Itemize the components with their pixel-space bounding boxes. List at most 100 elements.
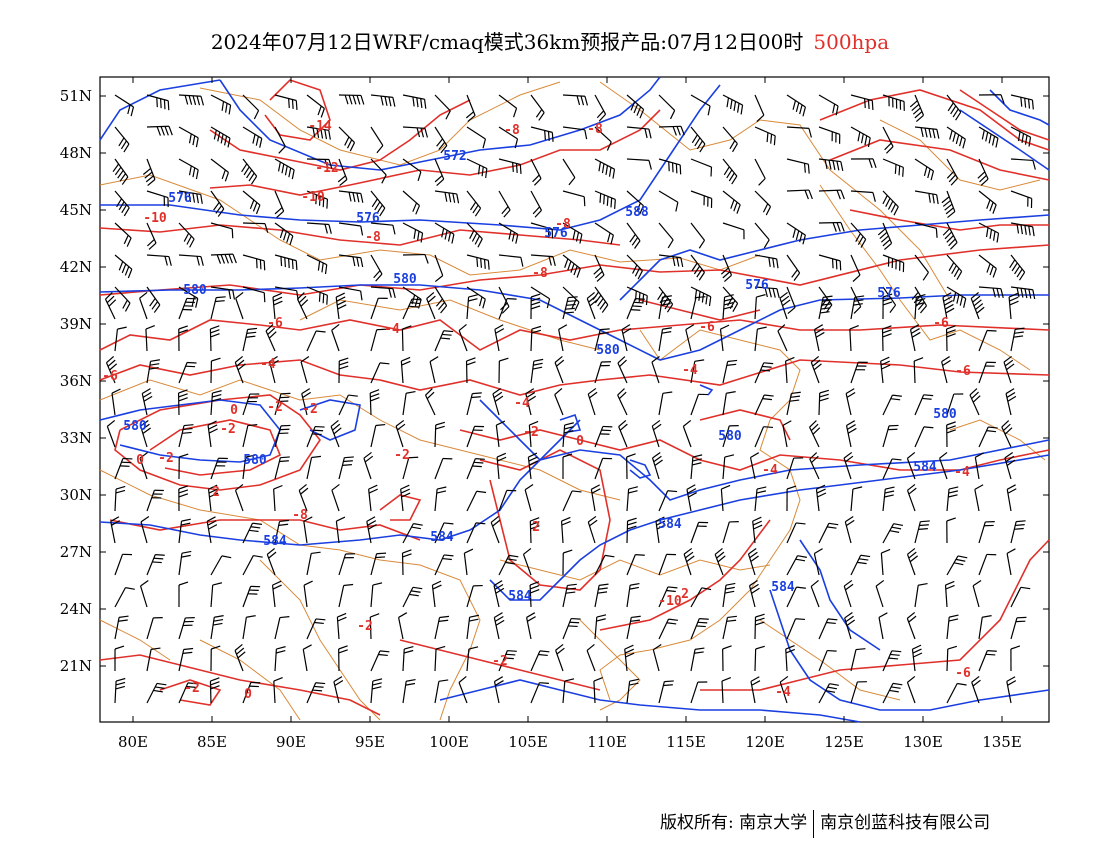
wind-barb xyxy=(978,94,1005,104)
wind-barb xyxy=(754,126,776,146)
height-label: 584 xyxy=(263,534,287,549)
wind-barb xyxy=(752,516,763,544)
wind-barb xyxy=(114,553,133,576)
wind-barb xyxy=(530,190,543,218)
height-contour xyxy=(959,109,1050,171)
wind-barb xyxy=(331,483,340,512)
wind-barb xyxy=(754,158,766,186)
wind-barb xyxy=(1010,222,1035,237)
wind-barb xyxy=(530,254,556,266)
wind-barb xyxy=(242,222,269,233)
lon-tick-label: 100E xyxy=(429,733,469,751)
border-line xyxy=(99,469,481,721)
wind-barb xyxy=(786,485,797,512)
height-label: 576 xyxy=(745,278,769,293)
wind-barb xyxy=(779,291,791,320)
wind-barb xyxy=(754,286,780,299)
wind-barb xyxy=(110,516,121,544)
temperature-contour xyxy=(829,139,1050,181)
wind-barb xyxy=(1010,190,1033,208)
temperature-label: -8 xyxy=(555,217,571,232)
wind-barb xyxy=(140,419,151,448)
wind-barb xyxy=(335,292,347,320)
wind-barb xyxy=(978,329,997,352)
wind-barb xyxy=(978,650,997,672)
wind-barb xyxy=(303,516,313,544)
wind-barb xyxy=(786,457,804,480)
wind-barb xyxy=(942,222,958,250)
temperature-contour xyxy=(99,359,1050,396)
wind-barb xyxy=(402,645,414,672)
height-label: 576 xyxy=(544,226,568,241)
wind-barb xyxy=(338,645,348,672)
temperature-label: 0 xyxy=(230,403,238,418)
wind-barb xyxy=(466,584,483,608)
wind-barb xyxy=(306,682,326,704)
wind-barbs xyxy=(104,94,1036,704)
wind-barb xyxy=(786,222,806,245)
wind-barb xyxy=(850,158,877,169)
wind-barb xyxy=(493,612,505,640)
wind-barb xyxy=(306,618,326,640)
temperature-contour xyxy=(99,654,381,716)
height-contour xyxy=(489,454,1050,601)
height-contour xyxy=(619,214,1050,301)
title-main: 2024年07月12日WRF/cmaq模式36km预报产品:07月12日00时 xyxy=(210,30,804,54)
temperature-contour xyxy=(379,494,422,521)
wind-barb xyxy=(946,254,963,280)
wind-barb xyxy=(306,551,321,576)
wind-barb xyxy=(946,682,967,704)
wind-barb xyxy=(786,94,806,117)
wind-barb xyxy=(370,126,384,154)
height-label: 584 xyxy=(913,460,937,475)
wind-barb xyxy=(849,325,859,352)
contour-labels: 572 576 576 576 580 580 580 580 580 580 580 584 584 5… xyxy=(102,119,971,702)
wind-barb xyxy=(626,486,638,512)
wind-barb xyxy=(690,647,705,672)
lon-tick-label: 120E xyxy=(745,733,785,751)
wind-barb xyxy=(400,356,411,384)
wind-barb xyxy=(210,222,234,239)
wind-barb xyxy=(626,554,645,576)
wind-barb xyxy=(658,94,676,120)
wind-barb xyxy=(337,158,348,187)
wind-barb xyxy=(210,190,225,217)
wind-barb xyxy=(658,586,678,608)
wind-barb xyxy=(434,330,454,352)
wind-barb xyxy=(370,222,396,235)
map-title: 2024年07月12日WRF/cmaq模式36km预报产品:07月12日00时 5… xyxy=(0,26,1100,55)
wind-barb xyxy=(618,419,628,448)
wind-barb xyxy=(466,392,482,416)
wind-barb xyxy=(786,586,806,608)
wind-barb xyxy=(210,158,230,182)
wind-barb xyxy=(914,126,940,139)
wind-barb xyxy=(210,286,236,300)
wind-barb xyxy=(114,615,129,640)
wind-barb xyxy=(593,677,603,704)
wind-barb xyxy=(210,615,224,640)
wind-barb xyxy=(434,554,454,576)
temperature-contour xyxy=(819,89,1050,151)
temperature-contours xyxy=(99,79,1050,716)
temperature-label: -6 xyxy=(102,369,118,384)
lat-tick-label: 42N xyxy=(60,258,92,276)
wind-barb xyxy=(303,580,313,608)
wind-barb xyxy=(818,389,829,416)
wind-barb xyxy=(146,554,165,576)
wind-barb xyxy=(720,484,731,512)
wind-barb xyxy=(626,615,641,640)
wind-barb xyxy=(754,94,765,122)
wind-barb xyxy=(946,614,959,640)
wind-barb xyxy=(207,484,219,512)
temperature-contour xyxy=(264,79,331,141)
wind-barb xyxy=(429,356,439,384)
wind-barb xyxy=(978,521,995,544)
wind-barb xyxy=(274,254,298,271)
wind-barb xyxy=(690,359,705,384)
wind-barb xyxy=(562,453,573,480)
wind-barb xyxy=(906,675,916,704)
wind-barb xyxy=(114,286,131,312)
height-label: 580 xyxy=(933,407,957,422)
wind-barb xyxy=(913,357,924,384)
wind-barb xyxy=(498,94,518,118)
